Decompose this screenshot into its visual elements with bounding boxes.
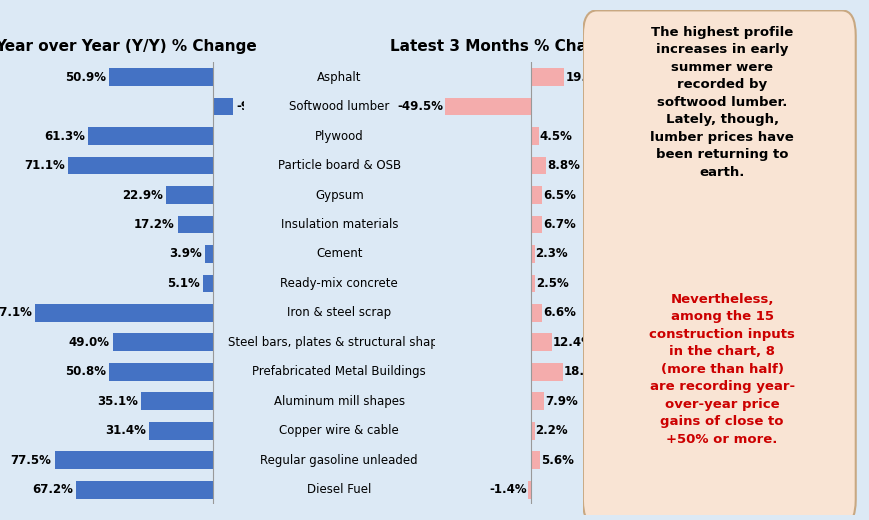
- Bar: [530, 157, 546, 174]
- Bar: [530, 245, 534, 263]
- Text: 6.7%: 6.7%: [542, 218, 575, 231]
- Bar: [444, 98, 530, 115]
- Text: 71.1%: 71.1%: [23, 159, 64, 172]
- Text: Aluminum mill shapes: Aluminum mill shapes: [274, 395, 404, 408]
- Title: Year over Year (Y/Y) % Change: Year over Year (Y/Y) % Change: [0, 40, 256, 54]
- Text: 6.5%: 6.5%: [542, 189, 575, 202]
- Bar: [530, 275, 534, 292]
- Text: 7.9%: 7.9%: [545, 395, 577, 408]
- Text: -1.4%: -1.4%: [489, 483, 527, 496]
- Bar: [76, 481, 213, 499]
- Text: Softwood lumber: Softwood lumber: [289, 100, 389, 113]
- Text: Iron & steel scrap: Iron & steel scrap: [287, 306, 391, 319]
- Text: Insulation materials: Insulation materials: [280, 218, 398, 231]
- Text: 61.3%: 61.3%: [43, 129, 84, 142]
- Text: 5.6%: 5.6%: [541, 453, 574, 467]
- Text: 87.1%: 87.1%: [0, 306, 32, 319]
- Text: 31.4%: 31.4%: [105, 424, 146, 437]
- Title: Latest 3 Months % Change: Latest 3 Months % Change: [389, 40, 619, 54]
- Bar: [149, 422, 213, 439]
- Bar: [530, 422, 534, 439]
- Bar: [530, 363, 562, 381]
- Bar: [141, 393, 213, 410]
- Text: Ready-mix concrete: Ready-mix concrete: [280, 277, 398, 290]
- Bar: [88, 127, 213, 145]
- Text: Regular gasoline unleaded: Regular gasoline unleaded: [260, 453, 418, 467]
- Text: 50.9%: 50.9%: [65, 71, 106, 84]
- Bar: [530, 68, 564, 86]
- Bar: [530, 393, 544, 410]
- FancyBboxPatch shape: [582, 10, 855, 520]
- Bar: [530, 304, 541, 322]
- Bar: [527, 481, 530, 499]
- Text: 12.4%: 12.4%: [553, 336, 594, 349]
- Text: 50.8%: 50.8%: [65, 365, 106, 379]
- Text: 19.4%: 19.4%: [565, 71, 606, 84]
- Text: 18.7%: 18.7%: [563, 365, 604, 379]
- Text: 49.0%: 49.0%: [69, 336, 109, 349]
- Text: -49.5%: -49.5%: [397, 100, 443, 113]
- Text: 77.5%: 77.5%: [10, 453, 51, 467]
- Text: 4.5%: 4.5%: [539, 129, 572, 142]
- Bar: [530, 127, 538, 145]
- Text: Particle board & OSB: Particle board & OSB: [277, 159, 401, 172]
- Bar: [35, 304, 213, 322]
- Bar: [530, 451, 540, 469]
- Bar: [113, 333, 213, 351]
- Text: 2.3%: 2.3%: [535, 248, 567, 261]
- Bar: [177, 216, 213, 233]
- Text: 5.1%: 5.1%: [167, 277, 199, 290]
- Text: 2.5%: 2.5%: [535, 277, 568, 290]
- Bar: [166, 186, 213, 204]
- Text: 6.6%: 6.6%: [542, 306, 575, 319]
- Bar: [530, 333, 552, 351]
- Bar: [205, 245, 213, 263]
- Text: 8.8%: 8.8%: [547, 159, 579, 172]
- Text: Nevertheless,
among the 15
construction inputs
in the chart, 8
(more than half)
: Nevertheless, among the 15 construction …: [648, 293, 794, 446]
- Text: Diesel Fuel: Diesel Fuel: [307, 483, 371, 496]
- Text: 35.1%: 35.1%: [97, 395, 138, 408]
- Bar: [68, 157, 213, 174]
- Bar: [530, 186, 541, 204]
- Text: Gypsum: Gypsum: [315, 189, 363, 202]
- Bar: [55, 451, 213, 469]
- Text: Steel bars, plates & structural shapes: Steel bars, plates & structural shapes: [228, 336, 450, 349]
- Text: The highest profile
increases in early
summer were
recorded by
softwood lumber.
: The highest profile increases in early s…: [649, 25, 793, 178]
- Bar: [530, 216, 541, 233]
- Bar: [109, 68, 213, 86]
- Text: Copper wire & cable: Copper wire & cable: [279, 424, 399, 437]
- Text: 3.9%: 3.9%: [169, 248, 202, 261]
- Text: 2.2%: 2.2%: [534, 424, 567, 437]
- Bar: [202, 275, 213, 292]
- Bar: [213, 98, 233, 115]
- Text: 67.2%: 67.2%: [32, 483, 72, 496]
- Text: Asphalt: Asphalt: [316, 71, 362, 84]
- Text: Prefabricated Metal Buildings: Prefabricated Metal Buildings: [252, 365, 426, 379]
- Bar: [109, 363, 213, 381]
- Text: Plywood: Plywood: [315, 129, 363, 142]
- Text: -9.8%: -9.8%: [235, 100, 274, 113]
- Text: Cement: Cement: [315, 248, 362, 261]
- Text: 17.2%: 17.2%: [134, 218, 175, 231]
- Text: 22.9%: 22.9%: [123, 189, 163, 202]
